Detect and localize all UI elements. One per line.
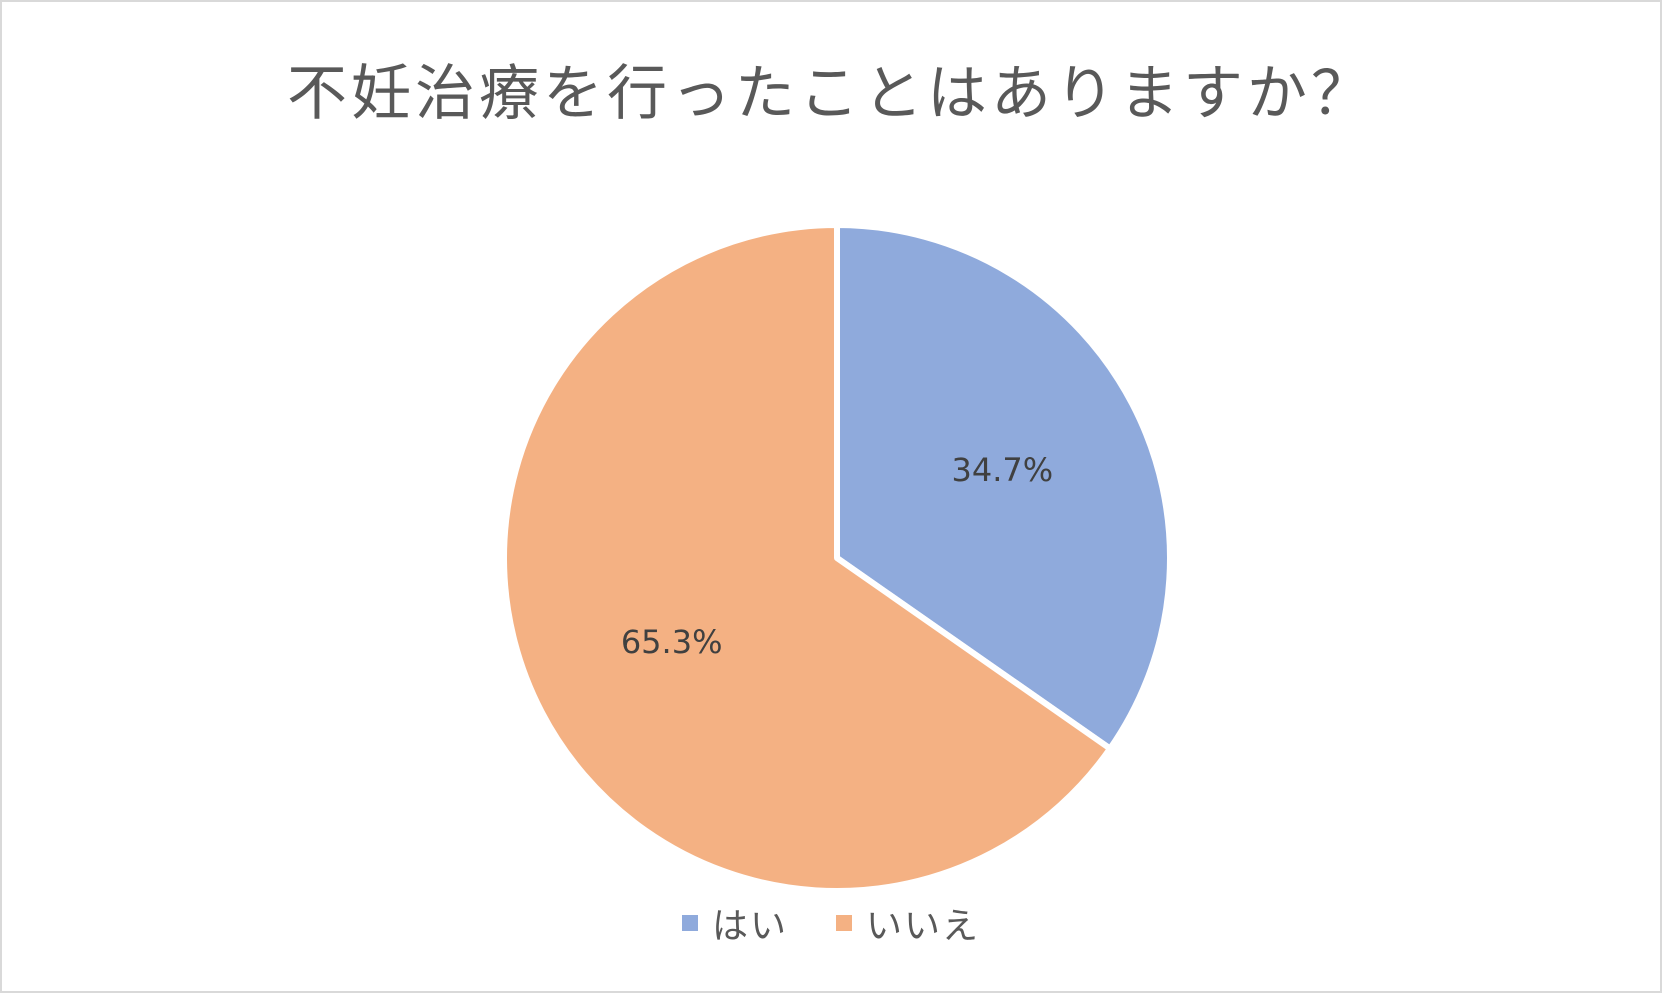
legend-swatch-no	[836, 915, 852, 931]
legend-item-yes: はい	[681, 897, 788, 949]
legend-swatch-yes	[681, 915, 698, 931]
legend-item-no: いいえ	[836, 897, 980, 949]
data-label-yes: 34.7%	[952, 451, 1054, 489]
chart-title: 不妊治療を行ったことはありますか？	[287, 59, 1375, 129]
data-label-no: 65.3%	[621, 623, 723, 661]
legend: はい いいえ	[2, 897, 1660, 949]
legend-label-yes: はい	[711, 906, 788, 947]
legend-label-no: いいえ	[866, 906, 981, 947]
pie-slice-no	[501, 222, 1114, 894]
pie-slice-yes	[834, 222, 1173, 752]
